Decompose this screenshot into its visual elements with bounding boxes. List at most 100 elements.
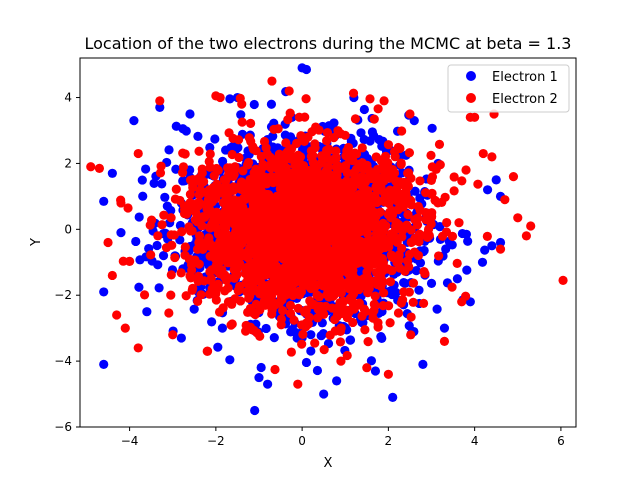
data-point (449, 172, 459, 182)
data-point (414, 285, 424, 295)
data-point (439, 336, 450, 346)
data-point (213, 229, 224, 239)
data-point (332, 376, 342, 386)
data-point (224, 128, 234, 138)
data-point (365, 94, 375, 104)
data-point (305, 296, 315, 306)
data-point (349, 227, 359, 237)
data-point (301, 222, 311, 232)
data-point (226, 170, 236, 180)
data-point (176, 333, 186, 343)
data-point (319, 389, 329, 399)
data-point (211, 295, 221, 305)
data-point (301, 64, 312, 75)
data-point (159, 210, 169, 220)
data-point (168, 330, 178, 340)
data-point (410, 186, 420, 196)
data-point (216, 237, 226, 248)
data-point (195, 215, 205, 225)
data-point (394, 250, 404, 260)
data-point (286, 327, 296, 337)
data-point (357, 143, 367, 153)
data-point (177, 168, 188, 178)
data-point (315, 180, 325, 190)
data-point (155, 168, 166, 178)
data-point (213, 342, 223, 352)
data-point (217, 265, 227, 275)
legend-marker-electron-2 (466, 93, 476, 103)
data-point (185, 109, 195, 119)
data-point (449, 186, 459, 196)
data-point (345, 335, 356, 345)
data-point (364, 216, 374, 227)
data-point (462, 265, 472, 275)
data-point (362, 229, 373, 239)
data-point (237, 117, 247, 127)
data-point (384, 301, 394, 311)
data-point (307, 256, 317, 266)
data-point (116, 228, 126, 238)
data-point (231, 269, 241, 279)
data-point (133, 148, 143, 159)
data-point (248, 227, 258, 237)
data-point (327, 303, 337, 313)
data-point (352, 204, 362, 214)
data-point (241, 264, 251, 274)
data-point (301, 322, 311, 332)
data-point (278, 306, 288, 316)
data-point (178, 148, 188, 158)
data-point (487, 152, 497, 162)
data-point (217, 323, 227, 333)
data-point (342, 219, 353, 229)
data-point (383, 264, 393, 274)
data-point (269, 333, 279, 343)
data-point (112, 310, 122, 320)
data-point (207, 240, 217, 251)
data-point (266, 279, 276, 289)
data-point (331, 246, 342, 256)
data-point (266, 99, 277, 109)
data-point (305, 187, 315, 197)
data-point (254, 372, 264, 383)
data-point (334, 284, 345, 294)
data-point (166, 213, 176, 223)
data-point (345, 276, 355, 286)
data-point (377, 333, 387, 343)
data-point (387, 252, 397, 262)
data-point (370, 366, 381, 376)
data-point (338, 195, 348, 205)
data-point (393, 308, 404, 318)
data-point (164, 308, 174, 318)
data-point (357, 311, 367, 321)
data-point (306, 330, 316, 340)
data-point (184, 222, 194, 232)
data-point (345, 189, 356, 199)
data-point (125, 256, 135, 266)
data-point (292, 231, 302, 242)
data-point (427, 211, 437, 222)
data-point (293, 379, 303, 389)
data-point (244, 293, 254, 303)
data-point (403, 168, 414, 178)
data-point (236, 110, 246, 120)
y-tick-label: 2 (64, 156, 72, 170)
data-point (288, 290, 298, 301)
data-point (322, 136, 332, 146)
data-point (232, 256, 243, 267)
data-point (186, 175, 196, 185)
data-point (279, 268, 289, 278)
data-point (375, 244, 385, 254)
data-point (369, 299, 379, 309)
data-point (300, 112, 310, 122)
data-point (139, 290, 150, 300)
data-point (251, 206, 262, 216)
data-point (397, 225, 408, 236)
data-point (457, 297, 467, 307)
data-point (234, 152, 244, 163)
data-point (463, 236, 473, 246)
y-tick-label: −2 (54, 288, 72, 302)
data-point (256, 362, 266, 373)
data-point (240, 183, 250, 193)
data-point (276, 165, 286, 175)
data-point (424, 230, 434, 241)
